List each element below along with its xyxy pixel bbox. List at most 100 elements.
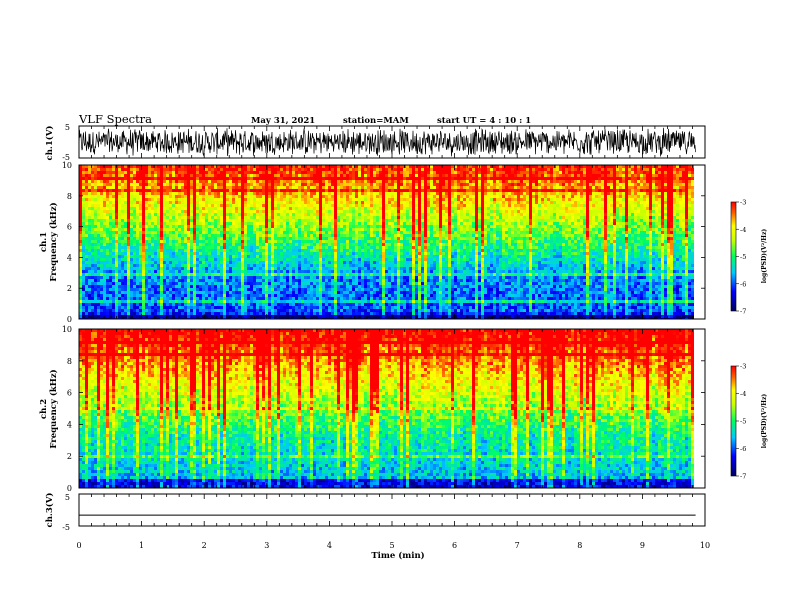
ch1-spec-cell [157, 168, 160, 171]
ch1-spec-cell [280, 231, 283, 234]
ch1-spec-cell [139, 207, 142, 210]
ch1-spec-cell [238, 282, 241, 285]
ch1-spec-cell [172, 183, 175, 186]
ch1-spec-cell [133, 303, 136, 306]
ch1-spec-cell [172, 246, 175, 249]
ch1-spec-cell [331, 165, 334, 168]
ch1-spec-cell [193, 231, 196, 234]
ch1-spec-cell [253, 297, 256, 300]
ch1-spec-cell [196, 189, 199, 192]
ch1-spec-cell [226, 258, 229, 261]
ch1-spec-cell [274, 180, 277, 183]
ch1-spec-cell [211, 285, 214, 288]
ch1-spec-cell [262, 261, 265, 264]
ch1-spec-cell [322, 201, 325, 204]
ch1-spec-cell [187, 222, 190, 225]
ch1-spec-cell [259, 177, 262, 180]
ch1-spec-cell [319, 288, 322, 291]
ch1-spec-cell [355, 222, 358, 225]
ch1-spec-cell [343, 210, 346, 213]
ch1-spec-cell [244, 225, 247, 228]
ch1-spec-cell [139, 315, 142, 318]
ch1-spec-cell [163, 195, 166, 198]
ch1-spec-cell [166, 195, 169, 198]
ch1-spec-cell [148, 222, 151, 225]
ch1-spec-cell [187, 228, 190, 231]
ch1-spec-cell [271, 204, 274, 207]
ch1-spec-cell [316, 300, 319, 303]
ch1-spec-cell [97, 297, 100, 300]
ch1-spec-cell [289, 252, 292, 255]
ch1-spec-cell [346, 195, 349, 198]
ch1-spec-cell [322, 243, 325, 246]
ch1-spec-cell [181, 246, 184, 249]
ch1-spec-cell [91, 234, 94, 237]
ch1-spec-cell [259, 210, 262, 213]
ch1-spec-cell [256, 303, 259, 306]
ch1-spec-cell [163, 252, 166, 255]
ch1-spec-cell [169, 204, 172, 207]
ch1-spec-cell [352, 291, 355, 294]
ch1-spec-cell [181, 255, 184, 258]
ch1-spec-cell [343, 201, 346, 204]
ch1-spec-cell [283, 198, 286, 201]
ch1-spec-cell [340, 228, 343, 231]
ch1-spec-cell [106, 165, 109, 168]
ch1-spec-cell [337, 276, 340, 279]
ch1-spec-cell [157, 213, 160, 216]
ch1-spec-cell [358, 165, 361, 168]
ch1-spec-cell [355, 171, 358, 174]
ch1-spec-cell [208, 183, 211, 186]
ch1-spec-cell [211, 231, 214, 234]
ch1-spec-cell [115, 258, 118, 261]
ch1-spec-cell [328, 204, 331, 207]
ch1-spec-cell [286, 264, 289, 267]
ch1-spec-cell [241, 168, 244, 171]
ch1-spec-cell [109, 294, 112, 297]
ch1-spec-cell [247, 192, 250, 195]
ch1-spec-cell [304, 240, 307, 243]
ch1-spec-cell [178, 312, 181, 315]
ch1-spec-cell [247, 276, 250, 279]
ch1-spec-cell [325, 210, 328, 213]
ch1-spec-cell [196, 243, 199, 246]
ch1-spec-cell [217, 216, 220, 219]
ch1-spec-cell [100, 189, 103, 192]
ch1-spec-cell [304, 174, 307, 177]
ch1-spec-cell [259, 237, 262, 240]
ch1-spec-cell [343, 309, 346, 312]
ch1-spec-cell [280, 186, 283, 189]
ch1-spec-cell [193, 297, 196, 300]
ch1-spec-cell [154, 282, 157, 285]
ch1-spec-cell [346, 294, 349, 297]
ch1-spec-cell [217, 243, 220, 246]
ch1-spec-cell [319, 171, 322, 174]
ch1-spec-cell [121, 279, 124, 282]
ch1-spec-cell [157, 297, 160, 300]
ch1-spec-cell [241, 315, 244, 318]
ch1-spec-cell [187, 219, 190, 222]
ch1-spec-cell [136, 249, 139, 252]
ch1-spec-cell [283, 228, 286, 231]
ch1-spec-cell [220, 201, 223, 204]
ch1-spec-cell [154, 180, 157, 183]
ch1-spec-cell [124, 306, 127, 309]
ch1-spec-cell [112, 312, 115, 315]
ch1-spec-cell [100, 300, 103, 303]
ch1-spec-cell [298, 249, 301, 252]
ch1-spec-cell [154, 165, 157, 168]
ch1-spec-cell [106, 288, 109, 291]
ch1-spec-cell [115, 177, 118, 180]
ch1-spec-cell [313, 285, 316, 288]
ch1-spec-cell [211, 171, 214, 174]
ch1-spec-cell [331, 291, 334, 294]
ch1-spec-cell [112, 261, 115, 264]
ch1-spec-cell [169, 237, 172, 240]
ch1-spec-cell [115, 186, 118, 189]
ch1-spec-cell [283, 258, 286, 261]
ch1-spec-cell [163, 183, 166, 186]
ch1-spec-cell [289, 243, 292, 246]
ch1-spec-cell [163, 297, 166, 300]
ch1-spec-cell [304, 216, 307, 219]
ch1-spec-cell [241, 195, 244, 198]
